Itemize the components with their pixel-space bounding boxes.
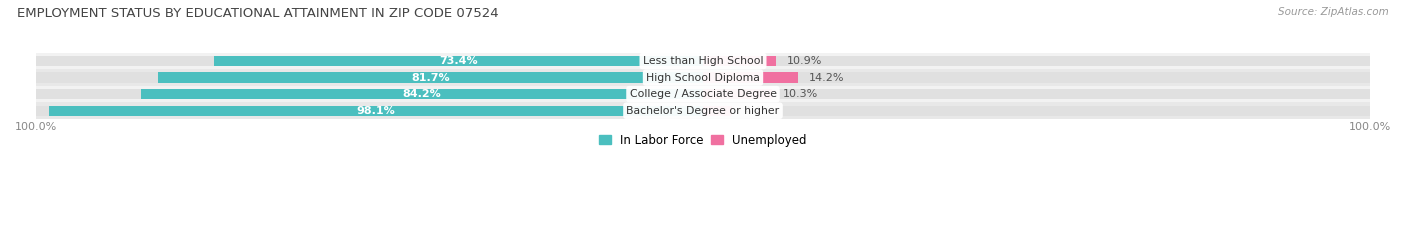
Text: EMPLOYMENT STATUS BY EDUCATIONAL ATTAINMENT IN ZIP CODE 07524: EMPLOYMENT STATUS BY EDUCATIONAL ATTAINM… bbox=[17, 7, 499, 20]
Bar bbox=[142, 89, 703, 99]
Bar bbox=[37, 103, 1369, 119]
Text: 14.2%: 14.2% bbox=[808, 72, 844, 82]
Text: Bachelor's Degree or higher: Bachelor's Degree or higher bbox=[627, 106, 779, 116]
Bar bbox=[37, 72, 703, 83]
Bar bbox=[157, 72, 703, 83]
Text: 81.7%: 81.7% bbox=[412, 72, 450, 82]
Bar bbox=[37, 89, 703, 99]
Bar bbox=[37, 86, 1369, 103]
Bar bbox=[703, 56, 1369, 66]
Text: Source: ZipAtlas.com: Source: ZipAtlas.com bbox=[1278, 7, 1389, 17]
Text: High School Diploma: High School Diploma bbox=[647, 72, 759, 82]
Text: Less than High School: Less than High School bbox=[643, 56, 763, 66]
Bar bbox=[703, 72, 1369, 83]
Bar bbox=[37, 106, 703, 116]
Text: 98.1%: 98.1% bbox=[357, 106, 395, 116]
Text: 10.9%: 10.9% bbox=[786, 56, 821, 66]
Bar bbox=[49, 106, 703, 116]
Text: 4.4%: 4.4% bbox=[742, 106, 772, 116]
Bar bbox=[703, 106, 733, 116]
Text: College / Associate Degree: College / Associate Degree bbox=[630, 89, 776, 99]
Text: 73.4%: 73.4% bbox=[439, 56, 478, 66]
Text: 84.2%: 84.2% bbox=[404, 89, 441, 99]
Legend: In Labor Force, Unemployed: In Labor Force, Unemployed bbox=[595, 129, 811, 151]
Bar bbox=[37, 69, 1369, 86]
Bar bbox=[214, 56, 703, 66]
Bar bbox=[703, 106, 1369, 116]
Bar bbox=[703, 72, 797, 83]
Text: 10.3%: 10.3% bbox=[782, 89, 818, 99]
Bar bbox=[703, 89, 772, 99]
Bar bbox=[703, 89, 1369, 99]
Bar bbox=[37, 53, 1369, 69]
Bar bbox=[37, 56, 703, 66]
Bar bbox=[703, 56, 776, 66]
